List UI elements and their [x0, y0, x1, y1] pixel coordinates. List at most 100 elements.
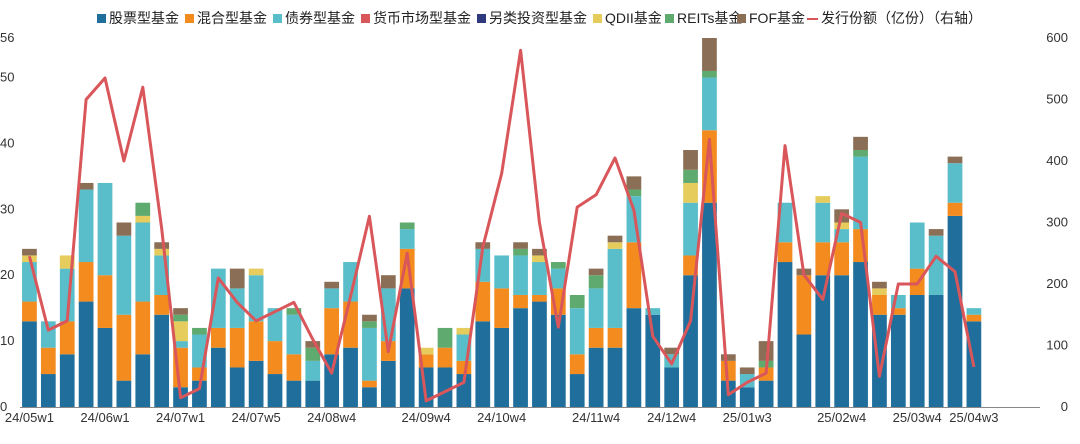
bar-segment: [550, 314, 566, 407]
bar-segment: [380, 275, 396, 289]
bar-segment: [248, 321, 264, 361]
bar-segment: [192, 380, 207, 407]
bar-segment: [78, 189, 94, 263]
legend-label: 发行份额（亿份）（右轴）: [821, 10, 982, 26]
bar-segment: [853, 262, 868, 407]
bar-segment: [380, 360, 396, 407]
bar-segment: [154, 314, 170, 407]
bar-segment: [947, 156, 963, 164]
bar-segment: [22, 248, 37, 256]
bar-segment: [154, 248, 170, 256]
legend-label: 债券型基金: [285, 10, 355, 26]
bar-segment: [815, 196, 831, 203]
issuance-line-path: [27, 48, 976, 403]
right-tick-label: 300: [1046, 215, 1068, 230]
bar-segment: [720, 360, 736, 381]
bar-segment: [683, 150, 698, 170]
bar-segment: [494, 255, 510, 289]
legend-item: 股票型基金: [97, 10, 179, 26]
bar-segment: [305, 341, 321, 348]
bar-segment: [872, 294, 887, 315]
right-tick-label: 400: [1046, 153, 1068, 168]
x-tick-label: 24/07w1: [156, 410, 205, 425]
x-tick-label: 25/04w3: [949, 410, 998, 425]
bar-segment: [116, 235, 132, 315]
bar-segment: [173, 314, 188, 322]
bar-segment: [97, 182, 113, 276]
bar-segment: [286, 380, 302, 407]
bar-segment: [569, 308, 585, 355]
bar-segment: [286, 314, 302, 355]
bar-segment: [777, 262, 793, 407]
bar-segment: [456, 327, 472, 335]
left-tick-label: 20: [0, 267, 14, 282]
bars: [22, 38, 982, 407]
legend-swatch: [273, 14, 282, 23]
bar-segment: [607, 248, 623, 328]
bar-segment: [777, 242, 793, 263]
bar-segment: [777, 202, 793, 243]
bar-segment: [702, 77, 717, 131]
bar-segment: [645, 308, 661, 315]
right-tick-label: 200: [1046, 276, 1068, 291]
bar-segment: [399, 288, 415, 407]
issuance-line: [27, 48, 976, 403]
legend-swatch: [593, 14, 602, 23]
x-tick-label: 25/02w4: [817, 410, 866, 425]
bar-segment: [626, 242, 642, 309]
bar-segment: [475, 281, 491, 322]
x-tick-label: 24/11w4: [572, 410, 620, 425]
legend: 股票型基金 混合型基金 债券型基金 货币市场型基金 另类投资型基金 QDII基金 REITs…: [97, 10, 982, 26]
bar-segment: [607, 235, 623, 243]
bar-segment: [78, 182, 94, 190]
bar-segment: [362, 321, 377, 328]
bar-segment: [890, 314, 906, 407]
right-tick-label: 600: [1046, 30, 1068, 45]
bar-segment: [324, 308, 340, 355]
bar-segment: [683, 275, 698, 407]
bar-segment: [456, 374, 472, 407]
legend-label: 另类投资型基金: [489, 10, 587, 26]
bar-segment: [78, 301, 94, 407]
bar-segment: [607, 347, 623, 407]
bar-segment: [834, 275, 850, 407]
bar-segment: [853, 136, 868, 151]
bar-segment: [588, 275, 604, 289]
bar-segment: [192, 327, 207, 335]
bar-segment: [116, 380, 132, 407]
bar-segment: [305, 380, 321, 407]
bar-segment: [267, 308, 283, 342]
x-axis: 24/05w1 24/06w1 24/07w1 24/07w5 24/08w4 24/09…: [5, 407, 1040, 425]
bar-segment: [928, 235, 944, 295]
bar-segment: [702, 38, 717, 71]
bar-segment: [815, 275, 831, 407]
x-tick-label: 24/07w5: [232, 410, 281, 425]
bar-segment: [664, 347, 680, 355]
legend-label: 股票型基金: [109, 10, 179, 26]
bar-segment: [362, 314, 377, 322]
left-tick-label: 56: [0, 30, 14, 45]
bar-segment: [418, 347, 434, 355]
bar-segment: [739, 367, 755, 375]
bar-segment: [135, 215, 151, 223]
bar-segment: [702, 202, 717, 407]
bar-segment: [494, 327, 510, 407]
bar-segment: [362, 387, 377, 407]
bar-segment: [135, 354, 151, 407]
bar-segment: [532, 248, 547, 256]
bar-segment: [966, 308, 982, 315]
bar-segment: [872, 288, 887, 295]
x-tick-label: 24/06w1: [80, 410, 129, 425]
bar-segment: [116, 314, 132, 381]
bar-segment: [59, 321, 75, 355]
bar-segment: [739, 387, 755, 407]
bar-segment: [286, 308, 302, 315]
bar-segment: [40, 347, 56, 375]
legend-label: FOF基金: [749, 10, 805, 26]
bar-segment: [853, 156, 868, 230]
left-tick-label: 0: [0, 399, 7, 414]
bar-segment: [513, 294, 528, 309]
bar-segment: [588, 288, 604, 328]
bar-segment: [248, 268, 264, 276]
left-tick-label: 30: [0, 201, 14, 216]
